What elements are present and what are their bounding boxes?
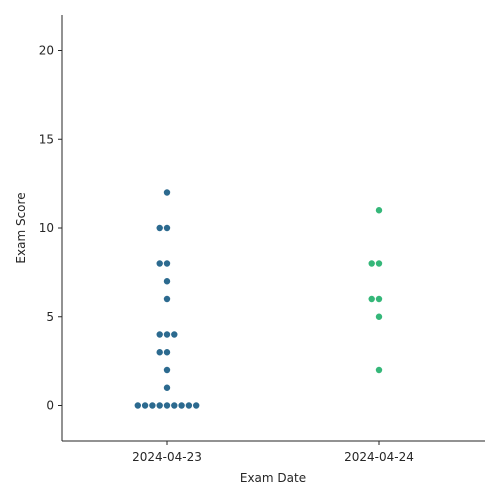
data-point xyxy=(375,207,383,214)
data-point xyxy=(178,402,185,409)
data-point xyxy=(134,402,141,409)
data-point xyxy=(156,331,163,338)
data-point xyxy=(375,295,383,303)
data-point xyxy=(163,331,171,338)
data-point xyxy=(149,402,156,409)
data-points xyxy=(134,189,383,409)
data-point xyxy=(171,402,178,409)
data-point xyxy=(368,295,375,303)
data-point xyxy=(141,402,149,409)
data-point xyxy=(163,224,171,232)
data-point xyxy=(163,295,171,303)
axes: 0 5 10 15 20 2024-04-23 2024-04-24 xyxy=(39,15,485,464)
x-tick-label: 2024-04-23 xyxy=(132,450,202,464)
data-point xyxy=(163,349,171,356)
y-tick-label: 0 xyxy=(46,399,54,413)
data-point xyxy=(156,224,163,232)
data-point xyxy=(171,331,178,338)
y-tick-label: 15 xyxy=(39,132,54,146)
data-point xyxy=(185,402,193,409)
data-point xyxy=(193,402,200,409)
data-point xyxy=(156,402,163,409)
data-point xyxy=(163,278,171,285)
data-point xyxy=(368,260,375,267)
data-point xyxy=(163,366,171,374)
data-point xyxy=(163,384,171,391)
data-point xyxy=(156,260,163,267)
data-point xyxy=(163,260,171,267)
data-point xyxy=(375,366,383,374)
data-point xyxy=(163,402,171,409)
y-tick-label: 5 xyxy=(46,310,54,324)
data-point xyxy=(163,189,171,196)
x-axis-label: Exam Date xyxy=(240,471,306,485)
y-tick-label: 10 xyxy=(39,221,54,235)
data-point xyxy=(375,313,383,320)
y-axis-label: Exam Score xyxy=(14,192,28,263)
data-point xyxy=(375,260,383,267)
x-tick-label: 2024-04-24 xyxy=(344,450,414,464)
data-point xyxy=(156,349,163,356)
y-tick-label: 20 xyxy=(39,44,54,58)
